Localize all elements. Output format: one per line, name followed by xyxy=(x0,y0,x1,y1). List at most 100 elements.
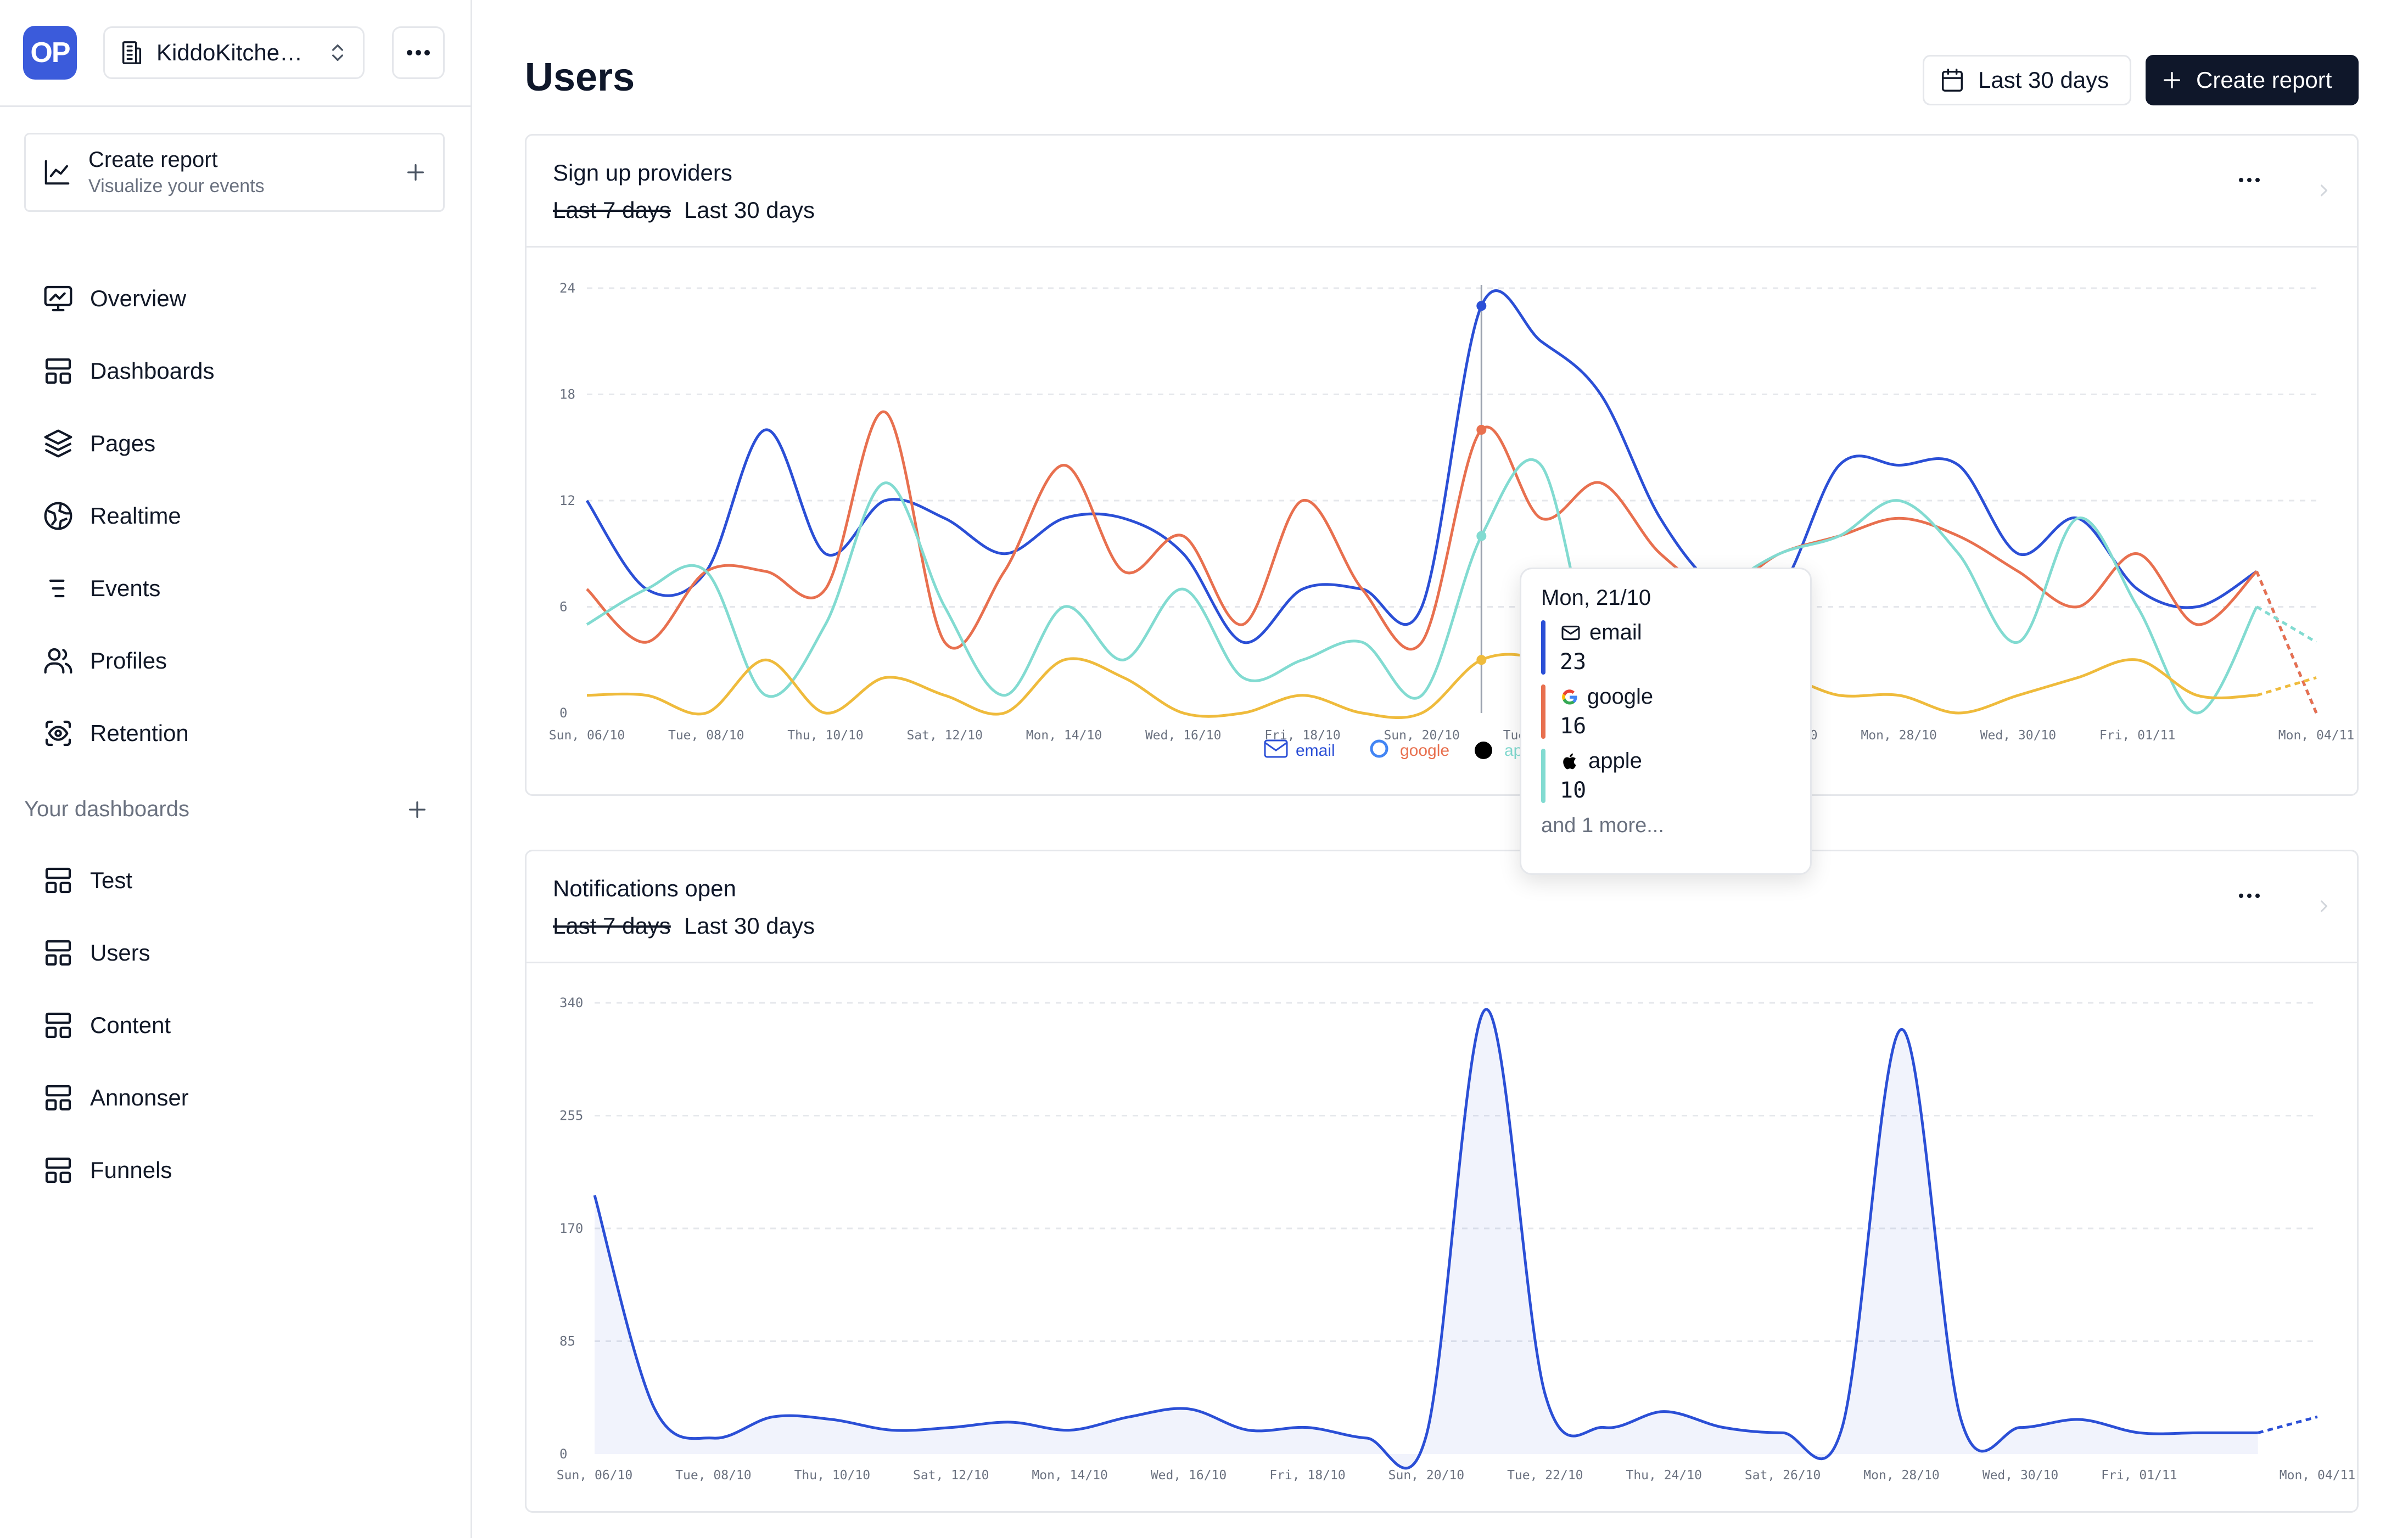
notifications-open-card: Notifications open Last 7 days Last 30 d… xyxy=(525,850,2359,1513)
x-tick-label: Tue, 22/10 xyxy=(1507,1468,1583,1483)
tooltip-series-name: apple xyxy=(1588,749,1642,773)
mail-icon-flap xyxy=(1264,742,1287,751)
project-name: KiddoKitche… xyxy=(156,40,303,65)
x-tick-label: Mon, 28/10 xyxy=(1863,1468,1939,1483)
dashboard-item-annonser[interactable]: Annonser xyxy=(43,1062,427,1134)
y-tick-label: 12 xyxy=(559,493,575,508)
chevron-right-icon[interactable] xyxy=(2314,176,2334,205)
x-tick-label: Sun, 20/10 xyxy=(1388,1468,1464,1483)
sidebar-header: OP KiddoKitche… xyxy=(0,0,471,107)
x-tick-label: Fri, 01/11 xyxy=(2099,728,2175,743)
nav-item-realtime[interactable]: Realtime xyxy=(43,480,427,552)
dashboard-item-users[interactable]: Users xyxy=(43,917,427,989)
legend-item-google: google xyxy=(1370,739,1449,760)
ellipsis-icon xyxy=(405,49,432,56)
chevrons-up-down-icon xyxy=(327,42,349,64)
signup-providers-chart[interactable]: 0 6 12 18 24 Sun, 06/10 Tue, 08/10 Thu, 10/10 Sa… xyxy=(527,136,2360,798)
y-tick-label: 340 xyxy=(559,995,583,1011)
dashboard-label: Test xyxy=(90,867,133,893)
series-line-forecast xyxy=(2255,571,2318,714)
hover-marker xyxy=(1476,531,1487,541)
apple-icon xyxy=(1475,742,1492,759)
create-report-label: Create report xyxy=(2196,67,2332,93)
nav-item-dashboards[interactable]: Dashboards xyxy=(43,335,427,407)
x-tick-label: Mon, 04/11 xyxy=(2278,728,2354,743)
layout-icon xyxy=(43,356,74,386)
x-tick-label: Tue, 08/10 xyxy=(675,1468,751,1483)
globe-icon xyxy=(43,501,74,531)
nav-item-retention[interactable]: Retention xyxy=(43,697,427,770)
dashboard-label: Users xyxy=(90,940,150,966)
current-range: Last 30 days xyxy=(684,197,815,223)
x-tick-label: Sun, 06/10 xyxy=(549,728,625,743)
series-line-forecast xyxy=(2256,605,2317,644)
tooltip-series-name: google xyxy=(1587,684,1654,709)
x-tick-label: Thu, 10/10 xyxy=(787,728,863,743)
line-chart-icon xyxy=(42,158,72,187)
monitor-chart-icon xyxy=(43,283,74,314)
nav-item-overview[interactable]: Overview xyxy=(43,262,427,335)
y-tick-label: 170 xyxy=(559,1221,583,1236)
layout-icon xyxy=(43,865,74,896)
app-logo[interactable]: OP xyxy=(23,26,77,80)
hover-marker xyxy=(1476,301,1487,311)
card-menu-button[interactable] xyxy=(2238,177,2260,183)
sidebar: OP KiddoKitche… Create report Visualize … xyxy=(0,0,472,1538)
tooltip-series-name: email xyxy=(1589,620,1642,644)
nav-item-profiles[interactable]: Profiles xyxy=(43,625,427,697)
nav-item-pages[interactable]: Pages xyxy=(43,407,427,480)
series-line-forecast xyxy=(2258,1415,2318,1434)
y-tick-label: 24 xyxy=(559,280,575,296)
dashboard-label: Annonser xyxy=(90,1085,189,1110)
dashboard-label: Funnels xyxy=(90,1157,172,1183)
chevron-right-icon[interactable] xyxy=(2314,892,2334,920)
tooltip-more: and 1 more... xyxy=(1541,814,1664,837)
create-report-button[interactable]: Create report xyxy=(2146,55,2359,105)
layout-icon xyxy=(43,1010,74,1041)
layers-icon xyxy=(43,428,74,459)
add-dashboard-icon[interactable] xyxy=(406,799,428,821)
dashboard-item-funnels[interactable]: Funnels xyxy=(43,1134,427,1206)
tooltip-row-apple: apple 10 xyxy=(1541,749,1790,803)
dashboard-item-test[interactable]: Test xyxy=(43,844,427,917)
project-more-button[interactable] xyxy=(392,26,445,79)
mail-icon xyxy=(1264,739,1288,758)
building-icon xyxy=(119,40,144,65)
series-area xyxy=(595,1009,2258,1468)
create-report-card[interactable]: Create report Visualize your events xyxy=(24,133,445,212)
series-line-other xyxy=(586,653,2257,719)
layout-icon xyxy=(43,1082,74,1113)
y-tick-label: 6 xyxy=(559,599,567,615)
nav-item-events[interactable]: Events xyxy=(43,552,427,625)
previous-range: Last 7 days xyxy=(553,197,671,223)
dashboards-nav: Test Users Content Annonser Funnels xyxy=(43,844,427,1206)
plus-icon xyxy=(2161,69,2183,91)
project-selector[interactable]: KiddoKitche… xyxy=(103,26,365,79)
legend-label: google xyxy=(1400,742,1449,760)
y-tick-label: 85 xyxy=(559,1334,575,1349)
hover-marker xyxy=(1476,655,1487,665)
card-title[interactable]: Notifications open xyxy=(553,875,736,901)
nav-label: Events xyxy=(90,575,161,601)
x-tick-label: Sat, 26/10 xyxy=(1745,1468,1821,1483)
date-range-button[interactable]: Last 30 days xyxy=(1923,55,2131,105)
scan-eye-icon xyxy=(43,718,74,749)
notifications-open-chart[interactable]: 0 85 170 255 340 Sun, 06/10 Tue, 08/10 Thu, 10/… xyxy=(527,851,2360,1514)
your-dashboards-label: Your dashboards xyxy=(24,797,189,821)
x-tick-label: Fri, 18/10 xyxy=(1269,1468,1345,1483)
series-line-google xyxy=(586,411,2258,651)
x-tick-label: Wed, 30/10 xyxy=(1980,728,2056,743)
chart-tooltip: Mon, 21/10 email 23 google 16 xyxy=(1520,568,1812,875)
y-tick-label: 0 xyxy=(559,705,567,721)
card-range: Last 7 days Last 30 days xyxy=(553,913,815,939)
x-tick-label: Mon, 14/10 xyxy=(1032,1468,1107,1483)
card-title[interactable]: Sign up providers xyxy=(553,160,732,186)
users-icon xyxy=(43,645,74,676)
y-tick-label: 255 xyxy=(559,1108,583,1124)
dashboard-item-content[interactable]: Content xyxy=(43,989,427,1062)
y-tick-label: 0 xyxy=(559,1446,567,1462)
card-menu-button[interactable] xyxy=(2238,893,2260,899)
series-line-other xyxy=(593,1008,2258,1470)
x-tick-label: Sat, 12/10 xyxy=(906,728,982,743)
plus-icon xyxy=(405,161,427,183)
